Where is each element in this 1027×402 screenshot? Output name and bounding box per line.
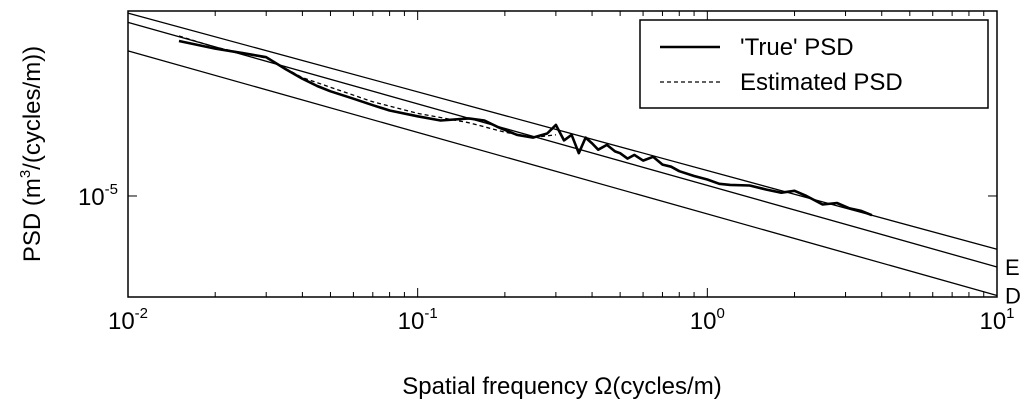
reference-line-label-d: D [1005, 284, 1021, 309]
y-axis-title: PSD (m3/(cycles/m)) [17, 46, 46, 262]
reference-line-labels: ED [1005, 255, 1021, 309]
series-estimated-psd [178, 35, 556, 139]
axis-ticks [127, 11, 997, 297]
x-tick-label: 10-2 [108, 305, 148, 335]
series-lines [178, 35, 873, 217]
reference-line-label-e: E [1005, 255, 1020, 280]
y-axis-title-base: PSD (m [19, 178, 46, 262]
x-axis-title: Spatial frequency Ω(cycles/m) [402, 373, 721, 400]
x-tick-label: 101 [979, 305, 1014, 335]
legend: 'True' PSD Estimated PSD [639, 19, 989, 109]
legend-box [639, 19, 989, 109]
y-axis-title-rest: /(cycles/m)) [19, 46, 46, 170]
series-true-psd [178, 39, 873, 217]
plot-frame [127, 10, 998, 298]
legend-label-true-psd: 'True' PSD [740, 34, 854, 61]
tick-labels: 10-2 10-1 100 101 10-5 [78, 181, 1015, 335]
y-tick-label: 10-5 [78, 181, 118, 211]
x-tick-label: 10-1 [398, 305, 438, 335]
y-axis-title-sup: 3 [17, 170, 34, 178]
x-tick-label: 100 [690, 305, 725, 335]
reference-line-d [127, 50, 998, 297]
legend-label-estimated-psd: Estimated PSD [740, 69, 903, 96]
reference-line-e [127, 21, 998, 268]
